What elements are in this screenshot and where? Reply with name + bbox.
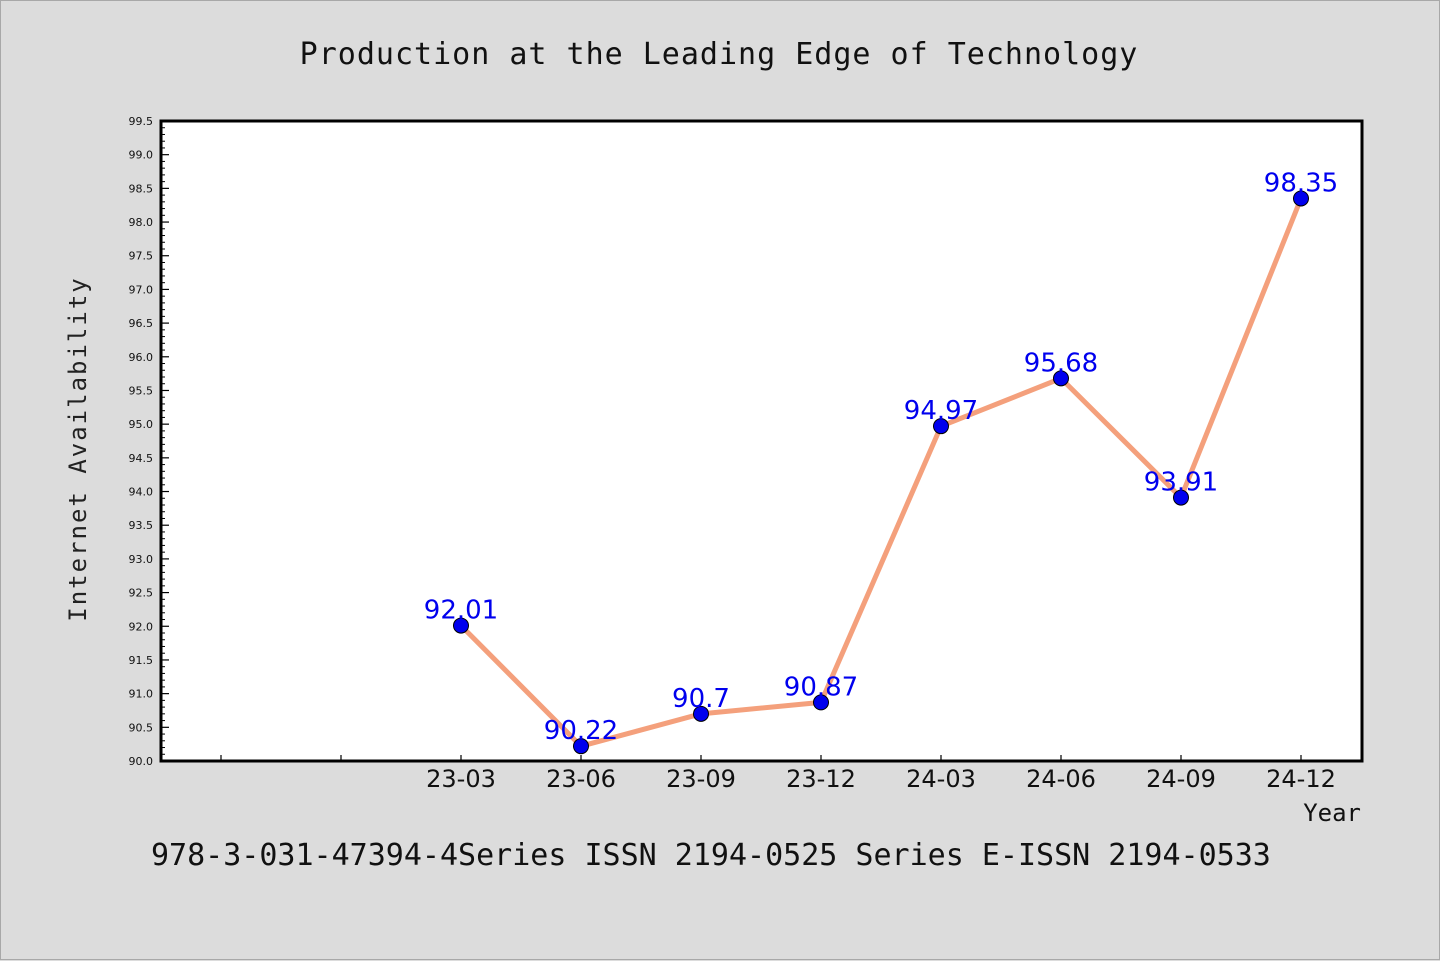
x-tick-label: 24-03	[906, 765, 976, 793]
x-tick-label: 24-12	[1266, 765, 1336, 793]
plot-area	[161, 121, 1362, 761]
data-label: 90.7	[672, 684, 730, 714]
data-label: 90.22	[544, 716, 618, 746]
data-label: 92.01	[424, 596, 498, 626]
plot-border	[159, 119, 1364, 763]
data-label: 93.91	[1144, 468, 1218, 498]
data-point	[933, 418, 949, 435]
data-point	[453, 617, 469, 634]
x-tick-label: 24-06	[1026, 765, 1096, 793]
y-tick-label: 97.5	[129, 250, 154, 263]
data-point	[813, 694, 829, 711]
data-label: 95.68	[1024, 348, 1098, 378]
data-point	[1173, 489, 1189, 506]
y-tick-label: 90.5	[129, 721, 154, 734]
x-tick-label: 23-06	[546, 765, 616, 793]
footer-text: 978-3-031-47394-4Series ISSN 2194-0525 S…	[151, 838, 1271, 873]
y-axis-label: Internet Availability	[64, 276, 92, 621]
x-tick-label: 24-09	[1146, 765, 1216, 793]
y-tick-label: 94.0	[129, 486, 154, 499]
y-tick-label: 91.0	[129, 688, 154, 701]
x-axis: 23-03 23-06 23-09 23-12 24-03 24-06 24-09 24-12	[220, 755, 1336, 793]
series-layer: 92.01 90.22 90.7 90.87 94.97 95.68 93.91 98.35	[424, 168, 1338, 755]
chart-title: Production at the Leading Edge of Techno…	[300, 37, 1139, 72]
y-tick-label: 97.0	[129, 283, 154, 296]
y-tick-label: 96.0	[129, 351, 154, 364]
y-tick-label: 99.0	[129, 149, 154, 162]
y-tick-label: 92.5	[129, 587, 154, 600]
data-label: 90.87	[784, 672, 858, 702]
data-label: 94.97	[904, 396, 978, 426]
series-line	[458, 195, 1304, 749]
x-axis-label: Year	[1303, 799, 1361, 827]
y-tick-label: 99.5	[129, 115, 154, 128]
y-tick-label: 95.0	[129, 418, 154, 431]
y-tick-label: 90.0	[129, 755, 154, 768]
x-tick-label: 23-09	[666, 765, 736, 793]
y-tick-label: 93.0	[129, 553, 154, 566]
y-tick-label: 92.0	[129, 620, 154, 633]
y-tick-label: 95.5	[129, 384, 154, 397]
y-tick-label: 96.5	[129, 317, 154, 330]
y-tick-label: 98.5	[129, 182, 154, 195]
data-label: 98.35	[1264, 168, 1338, 198]
y-tick-label: 93.5	[129, 519, 154, 532]
data-point	[693, 705, 709, 722]
y-tick-label: 94.5	[129, 452, 154, 465]
y-tick-label: 98.0	[129, 216, 154, 229]
x-tick-label: 23-12	[786, 765, 856, 793]
y-tick-label: 91.5	[129, 654, 154, 667]
data-point	[573, 738, 589, 755]
data-point	[1293, 190, 1309, 207]
x-tick-label: 23-03	[426, 765, 496, 793]
data-point	[1053, 370, 1069, 387]
